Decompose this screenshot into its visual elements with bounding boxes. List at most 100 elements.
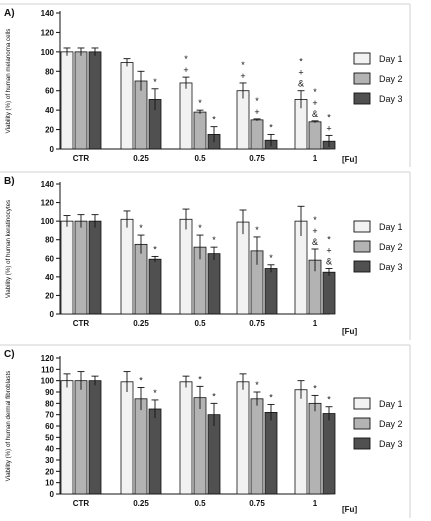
x-tick-label: 0.75 [249, 319, 265, 328]
legend-swatch [353, 437, 371, 450]
bar [88, 380, 102, 495]
bar [74, 220, 88, 315]
y-tick-label: 100 [41, 377, 55, 386]
x-tick-label: CTR [73, 154, 90, 163]
x-tick-label: 0.25 [133, 154, 149, 163]
significance-mark: * [212, 391, 216, 401]
bar [236, 381, 250, 495]
x-tick-label: 1 [313, 154, 318, 163]
bar [120, 381, 134, 495]
bar [322, 271, 336, 315]
bar [193, 111, 207, 150]
y-tick-label: 70 [45, 411, 54, 420]
y-tick-label: 20 [45, 126, 54, 135]
significance-mark: * [212, 115, 216, 125]
significance-mark: & [298, 79, 304, 89]
y-tick-label: 100 [41, 217, 55, 226]
bar [207, 414, 221, 495]
x-tick-label: 0.5 [194, 154, 206, 163]
y-tick-label: 80 [45, 236, 54, 245]
y-tick-label: 120 [41, 28, 55, 37]
x-tick-label: 0.25 [133, 499, 149, 508]
bar [60, 220, 74, 315]
significance-mark: & [312, 109, 318, 119]
bar [88, 220, 102, 315]
significance-mark: + [298, 68, 303, 78]
significance-mark: * [255, 96, 259, 106]
significance-mark: * [184, 54, 188, 64]
legend-label: Day 1 [379, 399, 403, 409]
y-tick-label: 50 [45, 433, 54, 442]
significance-mark: * [327, 112, 331, 122]
y-tick-label: 140 [41, 9, 55, 18]
x-axis-unit-label: [Fu] [342, 327, 357, 336]
significance-mark: * [212, 235, 216, 245]
y-tick-label: 140 [41, 180, 55, 189]
bar [193, 397, 207, 495]
legend-swatch [353, 397, 371, 410]
significance-mark: * [139, 223, 143, 233]
bar [134, 243, 148, 315]
bar [148, 258, 162, 315]
bar [207, 253, 221, 315]
chart-panel-2: B) Viability (%) of human keratinocytes 0 2… [0, 171, 411, 340]
significance-mark: * [313, 87, 317, 97]
bar [134, 80, 148, 150]
bar [120, 62, 134, 150]
legend-label: Day 3 [379, 439, 403, 449]
significance-mark: + [183, 65, 188, 75]
y-tick-label: 90 [45, 388, 54, 397]
y-tick-label: 60 [45, 254, 54, 263]
y-tick-label: 0 [50, 145, 55, 154]
significance-mark: + [240, 71, 245, 81]
legend-label: Day 2 [379, 74, 403, 84]
significance-mark: * [269, 253, 273, 263]
y-tick-label: 0 [50, 490, 55, 499]
legend-swatch [353, 52, 371, 65]
y-tick-label: 10 [45, 479, 54, 488]
significance-mark: * [241, 60, 245, 70]
y-axis-title: Viability (%) of human melanoma cells [5, 29, 12, 134]
chart-panel-1: A) Viability (%) of human melanoma cells 0… [0, 3, 411, 167]
y-tick-label: 20 [45, 467, 54, 476]
legend-swatch [353, 260, 371, 273]
y-tick-label: 80 [45, 67, 54, 76]
legend-swatch [353, 92, 371, 105]
significance-mark: * [269, 392, 273, 402]
y-tick-label: 40 [45, 273, 54, 282]
bar [308, 121, 322, 150]
bar [250, 398, 264, 495]
significance-mark: * [198, 374, 202, 384]
significance-mark: * [299, 57, 303, 67]
bar [264, 411, 278, 495]
panel-label: A) [4, 8, 15, 19]
panel-label: B) [4, 176, 15, 187]
legend-swatch [353, 417, 371, 430]
legend-swatch [353, 72, 371, 85]
x-tick-label: 0.25 [133, 319, 149, 328]
y-tick-label: 60 [45, 87, 54, 96]
y-axis-title: Viability (%) of human dermal fibroblast… [5, 371, 12, 482]
y-tick-label: 40 [45, 106, 54, 115]
y-tick-label: 0 [50, 310, 55, 319]
significance-mark: + [326, 246, 331, 256]
y-tick-label: 40 [45, 445, 54, 454]
significance-mark: * [153, 388, 157, 398]
bar [250, 119, 264, 150]
bar [60, 51, 74, 150]
bar [236, 221, 250, 315]
bar [308, 402, 322, 495]
legend-label: Day 1 [379, 222, 403, 232]
significance-mark: + [326, 123, 331, 133]
bar [294, 389, 308, 495]
legend-label: Day 2 [379, 242, 403, 252]
significance-mark: & [326, 257, 332, 267]
significance-mark: + [312, 98, 317, 108]
x-tick-label: 0.75 [249, 499, 265, 508]
significance-mark: * [255, 380, 259, 390]
significance-mark: * [269, 122, 273, 132]
y-tick-label: 120 [41, 199, 55, 208]
bar [179, 218, 193, 315]
bar [148, 408, 162, 495]
significance-mark: * [198, 223, 202, 233]
